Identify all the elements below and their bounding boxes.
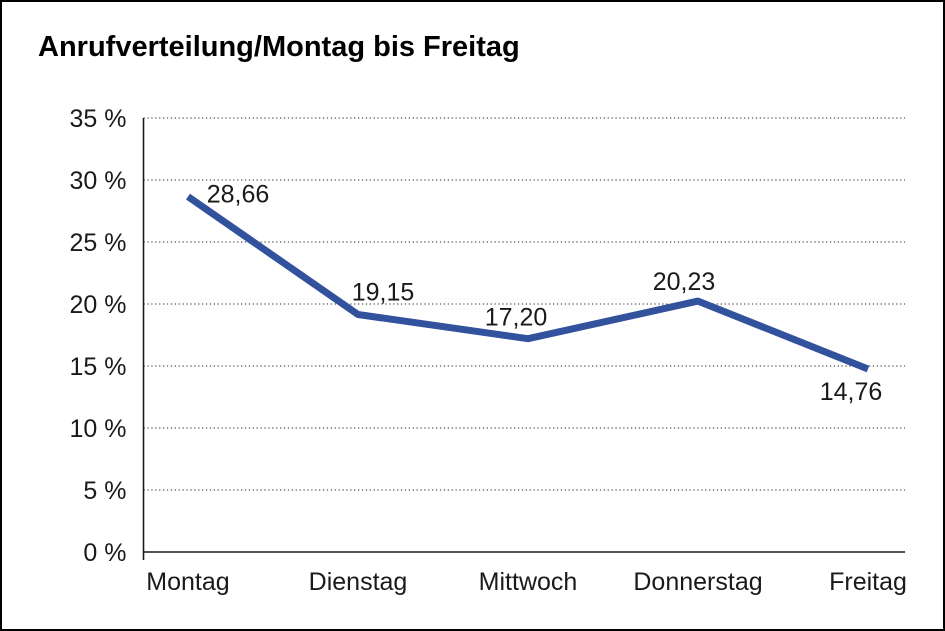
data-point-label: 28,66 xyxy=(207,181,270,209)
x-axis-category-label: Montag xyxy=(146,568,229,596)
data-point-label: 14,76 xyxy=(820,378,883,406)
data-point-label: 17,20 xyxy=(485,304,548,332)
y-axis-tick-label: 20 % xyxy=(70,291,127,319)
y-axis-tick-label: 10 % xyxy=(70,415,127,443)
y-axis-tick-label: 15 % xyxy=(70,353,127,381)
y-axis-tick-label: 5 % xyxy=(83,477,126,505)
x-axis-category-label: Dienstag xyxy=(309,568,408,596)
x-axis-category-label: Mittwoch xyxy=(479,568,578,596)
data-line xyxy=(186,193,870,373)
data-point-label: 19,15 xyxy=(352,279,415,307)
x-axis-category-label: Freitag xyxy=(829,568,907,596)
y-axis-tick-label: 30 % xyxy=(70,167,127,195)
y-axis-tick-label: 0 % xyxy=(83,539,126,567)
y-axis-tick-label: 25 % xyxy=(70,229,127,257)
x-axis-category-label: Donnerstag xyxy=(633,568,762,596)
data-point-label: 20,23 xyxy=(653,268,716,296)
axis-lines xyxy=(142,118,905,560)
y-axis-tick-label: 35 % xyxy=(70,105,127,133)
chart-title: Anrufverteilung/Montag bis Freitag xyxy=(38,31,520,63)
